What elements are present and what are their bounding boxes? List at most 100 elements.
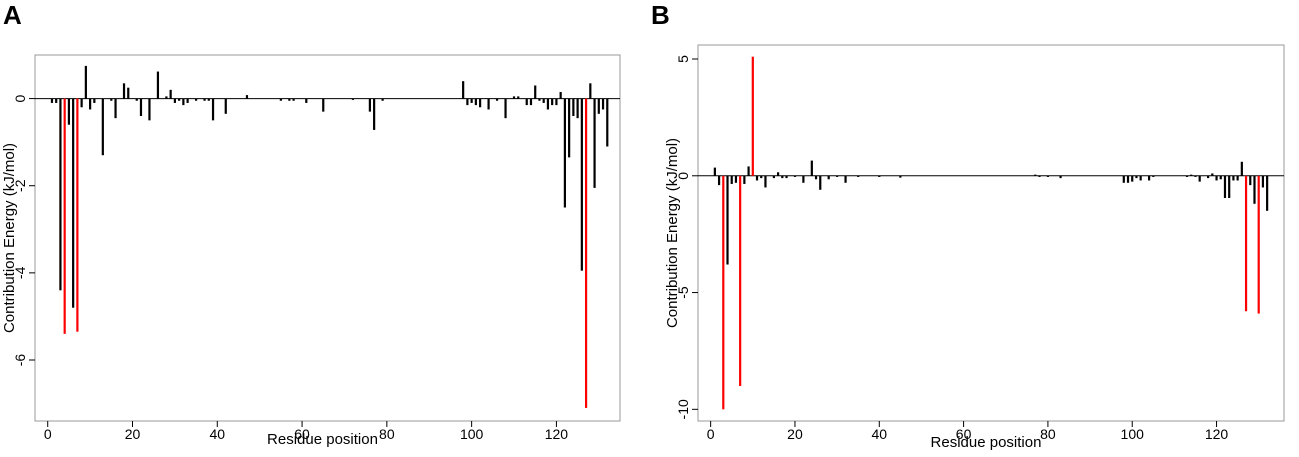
bar [245, 95, 249, 99]
bar [785, 175, 788, 179]
plot-frame [34, 54, 621, 422]
bar [1207, 175, 1210, 179]
x-tick-label: 40 [209, 426, 225, 442]
x-tick-label: 40 [871, 426, 887, 442]
bar [734, 175, 738, 183]
bar [606, 98, 609, 147]
bar [67, 98, 71, 125]
bar [462, 81, 465, 99]
bar [1139, 175, 1142, 181]
bar [470, 98, 473, 103]
bar [1185, 175, 1189, 177]
chart-panel-b: 0 20 40 60 80 100 120 5 0 -5 -10 Residue position Co… [664, 44, 1285, 451]
bar [747, 166, 750, 176]
x-tick-label: 0 [707, 426, 715, 442]
x-tick-label: 60 [956, 426, 972, 442]
bar [814, 175, 818, 180]
y-tick-label: -6 [12, 354, 28, 367]
bar [1059, 175, 1062, 179]
bar [713, 167, 716, 176]
bar [899, 175, 902, 178]
bar [466, 98, 469, 106]
bar [534, 85, 537, 99]
bar [546, 98, 550, 110]
bar [1198, 175, 1201, 182]
highlight-bar [1257, 175, 1260, 314]
bar [580, 98, 583, 271]
y-axis-title: Contribution Energy (kJ/mol) [664, 138, 681, 328]
x-axis-title: Residue position [267, 431, 378, 448]
bar [178, 98, 181, 101]
bar [127, 87, 130, 99]
bar [568, 98, 571, 158]
bar [601, 98, 605, 110]
bar [525, 98, 528, 106]
bar [194, 98, 198, 101]
chart-panel-a: 0 20 40 60 80 100 120 0 -2 -4 -6 Residue position Co… [1, 54, 621, 448]
panel-a-label: A [3, 0, 22, 30]
bar [576, 98, 579, 119]
highlight-bar [76, 98, 79, 332]
bar [593, 98, 596, 188]
bar [1223, 175, 1227, 198]
y-tick-label: 5 [675, 55, 691, 63]
bar [717, 175, 721, 186]
bar [1236, 175, 1239, 181]
highlight-bar [722, 175, 725, 410]
bar [743, 175, 746, 184]
bar [148, 98, 151, 121]
bar [1253, 175, 1256, 204]
bar [1122, 175, 1125, 183]
bar [597, 98, 600, 114]
bar [224, 98, 227, 114]
bar [80, 98, 83, 108]
bar [827, 175, 830, 180]
bar [810, 160, 813, 176]
bar [857, 175, 860, 177]
highlight-bar [63, 98, 66, 334]
bar [1131, 175, 1134, 182]
bar [474, 98, 477, 106]
bar [551, 98, 554, 106]
bar [730, 175, 733, 184]
bar [292, 98, 295, 101]
bar [59, 98, 62, 291]
y-tick-label: -4 [12, 266, 28, 279]
bar [135, 98, 138, 101]
bar [517, 96, 520, 99]
x-tick-label: 120 [545, 426, 569, 442]
bar [495, 98, 499, 101]
bar [1126, 175, 1130, 183]
y-axis-title: Contribution Energy (kJ/mol) [1, 143, 18, 333]
bar [50, 98, 54, 103]
bar [305, 98, 308, 103]
bar [1034, 174, 1037, 176]
x-tick-label: 0 [44, 426, 52, 442]
bar [781, 175, 784, 179]
y-tick-label: 0 [675, 172, 691, 180]
bar [760, 175, 763, 179]
bar [173, 98, 176, 103]
bar [156, 71, 160, 99]
bar [368, 98, 371, 112]
bar [755, 175, 759, 181]
bar [84, 65, 87, 99]
bar [572, 98, 575, 116]
bar [802, 175, 805, 183]
bar [726, 175, 729, 265]
bar [559, 92, 562, 99]
bar [1249, 175, 1252, 186]
bar [110, 98, 113, 101]
bar [793, 175, 797, 177]
bar [1147, 175, 1151, 181]
highlight-bar [584, 98, 588, 408]
bar [844, 175, 847, 183]
bar [538, 98, 541, 101]
bar [288, 98, 291, 101]
bar [512, 96, 516, 99]
bar [1038, 175, 1041, 177]
x-tick-label: 120 [1205, 426, 1229, 442]
bar [101, 98, 104, 156]
bar [589, 83, 592, 99]
